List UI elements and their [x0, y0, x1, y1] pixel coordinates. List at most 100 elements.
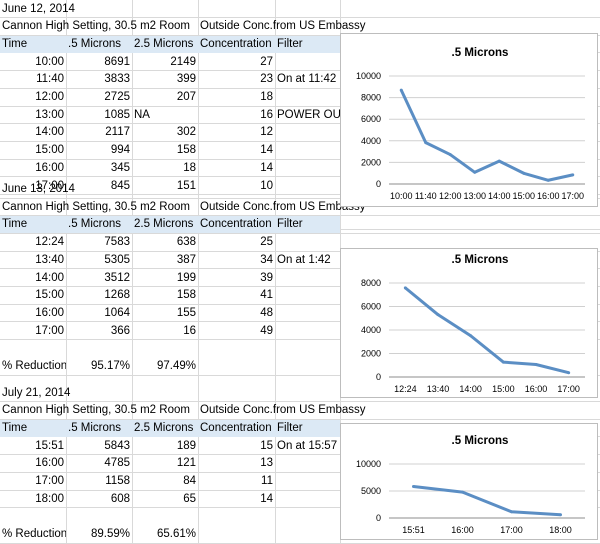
pm25-cell[interactable]: 151: [176, 179, 196, 192]
concentration-cell[interactable]: 14: [260, 144, 273, 157]
time-cell[interactable]: 16:00: [35, 161, 64, 174]
time-cell[interactable]: 17:00: [35, 179, 64, 192]
column-header[interactable]: 2.5 Microns: [132, 419, 198, 437]
pm05-cell[interactable]: 1268: [104, 289, 130, 302]
block-date-cell[interactable]: July 21, 2014: [2, 386, 71, 399]
reduction-pm05-cell[interactable]: 95.17%: [90, 360, 130, 373]
line-chart[interactable]: .5 Microns 0 2000 4000 6000 8000 12:24 13:40 14:…: [340, 248, 598, 398]
pm05-cell[interactable]: 3833: [104, 73, 130, 86]
column-header[interactable]: .5 Microns: [66, 216, 132, 234]
concentration-cell[interactable]: 14: [260, 161, 273, 174]
column-header[interactable]: Filter: [275, 216, 340, 234]
pm25-cell[interactable]: 387: [176, 253, 196, 266]
column-header[interactable]: Time: [0, 419, 66, 437]
time-cell[interactable]: 11:40: [36, 73, 64, 86]
setting-cell[interactable]: Cannon High Setting, 30.5 m2 Room: [2, 20, 190, 33]
pm05-cell[interactable]: 5305: [104, 253, 130, 266]
concentration-cell[interactable]: 27: [260, 55, 273, 68]
concentration-cell[interactable]: 34: [260, 253, 273, 266]
concentration-cell[interactable]: 13: [260, 457, 273, 470]
concentration-cell[interactable]: 12: [260, 126, 273, 139]
pm25-cell[interactable]: 65: [183, 492, 196, 505]
time-cell[interactable]: 17:00: [35, 324, 64, 337]
time-cell[interactable]: 13:00: [35, 108, 64, 121]
column-header[interactable]: .5 Microns: [66, 419, 132, 437]
column-header[interactable]: Concentration: [198, 216, 275, 234]
pm05-cell[interactable]: 7583: [104, 236, 130, 249]
outside-conc-cell[interactable]: Outside Conc.from US Embassy: [200, 200, 366, 213]
pm05-cell[interactable]: 2117: [105, 126, 130, 139]
pm05-cell[interactable]: 345: [110, 161, 130, 174]
pm25-cell[interactable]: 189: [176, 439, 196, 452]
line-chart[interactable]: .5 Microns 0 2000 4000 6000 8000 10000 10:00 11:…: [340, 33, 598, 207]
filter-cell[interactable]: On at 1:42: [277, 253, 331, 266]
concentration-cell[interactable]: 18: [260, 91, 273, 103]
concentration-cell[interactable]: 15: [260, 439, 273, 452]
pm05-cell[interactable]: 366: [110, 324, 130, 337]
concentration-cell[interactable]: 11: [261, 475, 273, 488]
concentration-cell[interactable]: 14: [260, 492, 273, 505]
reduction-label-cell[interactable]: % Reduction: [2, 528, 66, 541]
pm25-cell[interactable]: 121: [176, 457, 196, 470]
pm25-cell[interactable]: 84: [183, 475, 196, 488]
setting-cell[interactable]: Cannon High Setting, 30.5 m2 Room: [2, 200, 190, 213]
line-chart[interactable]: .5 Microns 0 5000 10000 15:51 16:00 17:00 18:00: [340, 423, 598, 540]
pm25-cell[interactable]: 302: [176, 126, 196, 139]
reduction-label-cell[interactable]: % Reduction: [2, 360, 66, 373]
column-header[interactable]: Concentration: [198, 419, 275, 437]
pm05-cell[interactable]: 994: [110, 144, 130, 157]
concentration-cell[interactable]: 39: [260, 271, 273, 284]
time-cell[interactable]: 16:00: [35, 306, 64, 319]
pm05-cell[interactable]: 4785: [104, 457, 130, 470]
pm25-cell[interactable]: 399: [176, 73, 196, 86]
pm05-cell[interactable]: 845: [110, 179, 130, 192]
pm05-cell[interactable]: 1085: [104, 108, 130, 121]
pm05-cell[interactable]: 2725: [104, 91, 130, 103]
column-header[interactable]: Filter: [275, 35, 340, 53]
block-date-cell[interactable]: June 12, 2014: [2, 2, 75, 15]
time-cell[interactable]: 15:00: [35, 289, 64, 302]
concentration-cell[interactable]: 41: [260, 289, 273, 302]
concentration-cell[interactable]: 49: [260, 324, 273, 337]
reduction-pm05-cell[interactable]: 89.59%: [90, 528, 130, 541]
filter-cell[interactable]: On at 15:57: [277, 439, 338, 452]
pm05-cell[interactable]: 3512: [104, 271, 130, 284]
pm25-cell[interactable]: 158: [176, 144, 196, 157]
time-cell[interactable]: 16:00: [35, 457, 64, 470]
column-header[interactable]: 2.5 Microns: [132, 35, 198, 53]
time-cell[interactable]: 12:00: [35, 91, 64, 103]
column-header[interactable]: .5 Microns: [66, 35, 132, 53]
pm25-cell[interactable]: 207: [176, 91, 196, 103]
time-cell[interactable]: 17:00: [35, 475, 64, 488]
concentration-cell[interactable]: 16: [260, 108, 273, 121]
time-cell[interactable]: 13:40: [35, 253, 64, 266]
pm25-cell[interactable]: 158: [176, 289, 196, 302]
time-cell[interactable]: 10:00: [35, 55, 64, 68]
block-date-cell[interactable]: June 13, 2014: [2, 183, 75, 196]
concentration-cell[interactable]: 48: [260, 306, 273, 319]
pm25-cell[interactable]: 199: [176, 271, 196, 284]
pm05-cell[interactable]: 1158: [105, 475, 130, 488]
column-header[interactable]: Time: [0, 216, 66, 234]
time-cell[interactable]: 14:00: [35, 271, 64, 284]
concentration-cell[interactable]: 25: [260, 236, 273, 249]
pm25-cell[interactable]: 638: [176, 236, 196, 249]
time-cell[interactable]: 14:00: [35, 126, 64, 139]
pm25-cell[interactable]: 2149: [170, 55, 196, 68]
pm05-cell[interactable]: 5843: [104, 439, 130, 452]
pm25-cell[interactable]: 18: [183, 161, 196, 174]
outside-conc-cell[interactable]: Outside Conc.from US Embassy: [200, 20, 366, 33]
column-header[interactable]: Time: [0, 35, 66, 53]
column-header[interactable]: Filter: [275, 419, 340, 437]
pm05-cell[interactable]: 608: [110, 492, 130, 505]
column-header[interactable]: Concentration: [198, 35, 275, 53]
concentration-cell[interactable]: 10: [260, 179, 273, 192]
pm25-cell[interactable]: 16: [183, 324, 196, 337]
time-cell[interactable]: 15:00: [35, 144, 64, 157]
time-cell[interactable]: 12:24: [35, 236, 64, 249]
reduction-pm25-cell[interactable]: 97.49%: [156, 360, 196, 373]
pm25-cell[interactable]: 155: [176, 306, 196, 319]
outside-conc-cell[interactable]: Outside Conc.from US Embassy: [200, 404, 366, 417]
time-cell[interactable]: 15:51: [35, 439, 64, 452]
